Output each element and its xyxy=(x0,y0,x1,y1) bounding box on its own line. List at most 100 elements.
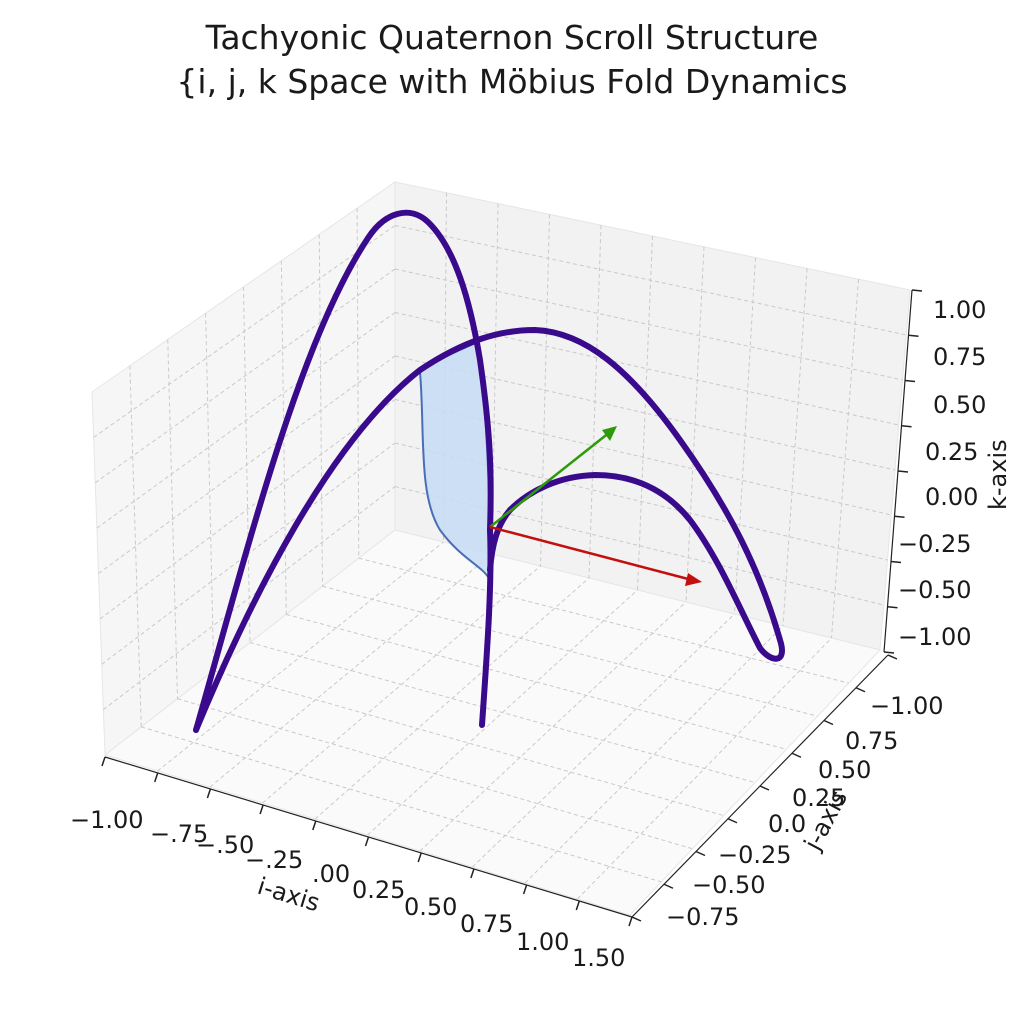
tick-mark xyxy=(897,470,909,473)
x-tick-label: .00 xyxy=(312,860,350,888)
tick-mark xyxy=(417,852,422,863)
grid-line xyxy=(157,541,444,772)
y-axis-line xyxy=(631,654,889,918)
tick-mark xyxy=(887,606,898,609)
y-tick-label: −1.00 xyxy=(870,692,944,720)
grid-line xyxy=(637,235,653,591)
chart-title: Tachyonic Quaternon Scroll Structure xyxy=(205,18,819,57)
z-tick-label: −0.50 xyxy=(898,576,972,604)
tick-mark xyxy=(470,868,475,879)
z-tick-label: −0.25 xyxy=(898,530,972,558)
tick-mark xyxy=(312,820,317,831)
grid-line xyxy=(213,670,724,817)
tick-mark xyxy=(890,560,902,564)
tick-mark xyxy=(727,818,738,824)
grid-line xyxy=(472,613,735,868)
tick-marks xyxy=(101,289,923,927)
grid-line xyxy=(394,268,903,381)
grid-line xyxy=(129,365,142,727)
y-tick-label: −0.50 xyxy=(692,871,766,899)
x-tick-label: 0.75 xyxy=(460,910,513,938)
grid-line xyxy=(491,203,499,555)
tick-mark xyxy=(759,785,770,791)
tick-mark xyxy=(791,752,802,758)
x-tick-labels: −1.00 −.75 −.50 −.25 .00 0.25 0.50 0.75 … xyxy=(70,806,625,972)
z-tick-label: 1.00 xyxy=(933,296,986,324)
z-tick-label: 0.25 xyxy=(925,438,978,466)
z-tick-label: 0.00 xyxy=(925,483,978,511)
tick-mark xyxy=(631,916,642,922)
grid-line xyxy=(98,355,396,574)
tick-mark xyxy=(883,651,895,654)
grid-line xyxy=(367,589,638,836)
grid-line xyxy=(577,637,832,900)
x-tick-label: 1.00 xyxy=(516,928,569,956)
tick-mark xyxy=(911,289,923,292)
grid-line xyxy=(358,557,849,684)
tick-mark xyxy=(206,788,212,799)
tick-mark xyxy=(575,900,581,911)
z-axis-line xyxy=(883,289,913,653)
tick-mark xyxy=(259,804,264,815)
floor-pane xyxy=(103,529,881,916)
y-tick-label: 0.75 xyxy=(845,727,898,755)
grid-line xyxy=(209,553,493,788)
chart-subtitle: {i, j, k Space with Möbius Fold Dynamics xyxy=(176,62,848,101)
grid-line xyxy=(394,312,899,426)
x-tick-label: 0.50 xyxy=(404,893,457,921)
tick-mark xyxy=(823,719,834,726)
scroll-curve-arch-left xyxy=(193,209,494,733)
grid-line xyxy=(94,268,396,484)
tick-mark xyxy=(855,687,866,693)
x-tick-label: 1.50 xyxy=(572,944,625,972)
tick-mark xyxy=(887,654,898,660)
grid-line xyxy=(356,208,360,559)
x-axis-line xyxy=(104,756,633,918)
tick-mark xyxy=(908,334,919,337)
z-axis-label: k-axis xyxy=(984,439,1012,510)
z-tick-labels: 1.00 0.75 0.50 0.25 0.00 −0.25 −0.50 −1.… xyxy=(898,296,986,651)
grid-line xyxy=(540,214,550,567)
y-tick-label: −0.25 xyxy=(718,841,792,869)
scroll-curve-arch-middle xyxy=(193,326,785,733)
x-tick-label: −.50 xyxy=(196,831,254,859)
grid-line xyxy=(103,486,396,711)
grid-line xyxy=(782,268,808,627)
y-tick-labels: −1.00 0.75 0.50 0.25 0.0 −0.25 −0.50 −0.… xyxy=(666,692,944,931)
tick-mark xyxy=(364,836,370,847)
tick-mark xyxy=(901,425,912,428)
x-tick-label: −.75 xyxy=(150,820,208,848)
tick-mark xyxy=(904,379,916,383)
grid-line xyxy=(167,339,178,699)
x-tick-label: 0.25 xyxy=(352,876,405,904)
grid-line xyxy=(262,565,541,804)
grid-line xyxy=(524,625,784,884)
grid-line xyxy=(99,399,396,620)
z-tick-label: 0.75 xyxy=(933,343,986,371)
tick-mark xyxy=(663,883,674,889)
grid-line xyxy=(93,225,396,438)
x-tick-label: −1.00 xyxy=(70,806,144,834)
tick-mark xyxy=(522,884,528,895)
scroll-curve-stem xyxy=(479,527,494,728)
red-vector-arrow xyxy=(489,525,702,586)
tick-mark xyxy=(695,850,706,857)
x-tick-label: −.25 xyxy=(245,846,303,874)
y-tick-label: −0.75 xyxy=(666,903,740,931)
z-tick-label: −1.00 xyxy=(898,623,972,651)
green-vector-arrow xyxy=(489,426,617,528)
grid-line xyxy=(419,601,687,852)
grid-line xyxy=(205,313,215,671)
z-tick-label: 0.50 xyxy=(933,391,986,419)
grid-line xyxy=(831,279,859,639)
tick-mark xyxy=(101,756,106,767)
grid-line xyxy=(96,312,396,529)
tick-mark xyxy=(628,916,633,927)
grid-line xyxy=(286,613,787,750)
tick-mark xyxy=(894,515,905,518)
grid-line xyxy=(314,577,590,820)
grid-line xyxy=(685,246,705,603)
grid-line xyxy=(394,225,907,336)
y-tick-label: 0.25 xyxy=(792,784,845,812)
